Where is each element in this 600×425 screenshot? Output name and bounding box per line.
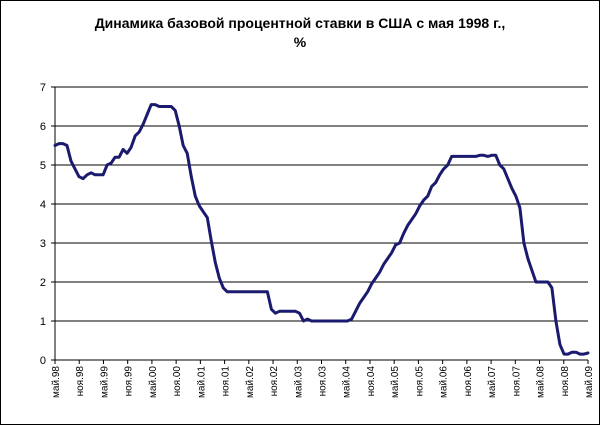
x-tick-label: ноя.05 <box>414 366 425 397</box>
x-tick-label: май.07 <box>487 366 498 398</box>
y-tick-label: 0 <box>40 355 46 367</box>
series-line <box>53 103 590 356</box>
x-axis-ticks: май.98 ноя.98 май.99 ноя.99 май.00 ноя.00 май.… <box>51 360 595 398</box>
x-tick-label: май.06 <box>439 366 450 398</box>
gridlines <box>55 86 588 322</box>
x-tick-label: май.01 <box>196 366 207 398</box>
x-tick-label: май.08 <box>536 366 547 398</box>
y-tick-label: 4 <box>40 199 46 211</box>
y-tick-label: 7 <box>40 82 46 94</box>
x-tick-label: май.05 <box>390 366 401 398</box>
x-tick-label: ноя.01 <box>221 366 232 397</box>
y-tick-label: 1 <box>40 316 46 328</box>
y-tick-label: 6 <box>40 121 46 133</box>
x-tick-label: май.09 <box>584 366 595 398</box>
x-tick-label: ноя.98 <box>75 366 86 397</box>
x-tick-label: май.03 <box>293 366 304 398</box>
chart-title-block: Динамика базовой процентной ставки в США… <box>0 14 600 52</box>
x-tick-label: ноя.00 <box>172 366 183 397</box>
x-tick-label: ноя.07 <box>511 366 522 397</box>
x-tick-label: ноя.08 <box>560 366 571 397</box>
x-tick-label: май.00 <box>148 366 159 398</box>
y-tick-label: 3 <box>40 238 46 250</box>
x-tick-label: май.02 <box>245 366 256 398</box>
chart-title: Динамика базовой процентной ставки в США… <box>94 15 506 31</box>
x-tick-label: ноя.03 <box>318 366 329 397</box>
x-tick-label: май.04 <box>342 366 353 398</box>
y-axis-ticks: 0 1 2 3 4 5 6 7 <box>40 82 55 367</box>
y-tick-label: 2 <box>40 277 46 289</box>
x-tick-label: ноя.02 <box>269 366 280 397</box>
x-tick-label: ноя.99 <box>124 366 135 397</box>
x-tick-label: май.98 <box>51 366 62 398</box>
y-tick-label: 5 <box>40 160 46 172</box>
chart-subtitle: % <box>293 34 307 50</box>
x-tick-label: май.99 <box>99 366 110 398</box>
x-tick-label: ноя.06 <box>463 366 474 397</box>
x-tick-label: ноя.04 <box>366 366 377 397</box>
